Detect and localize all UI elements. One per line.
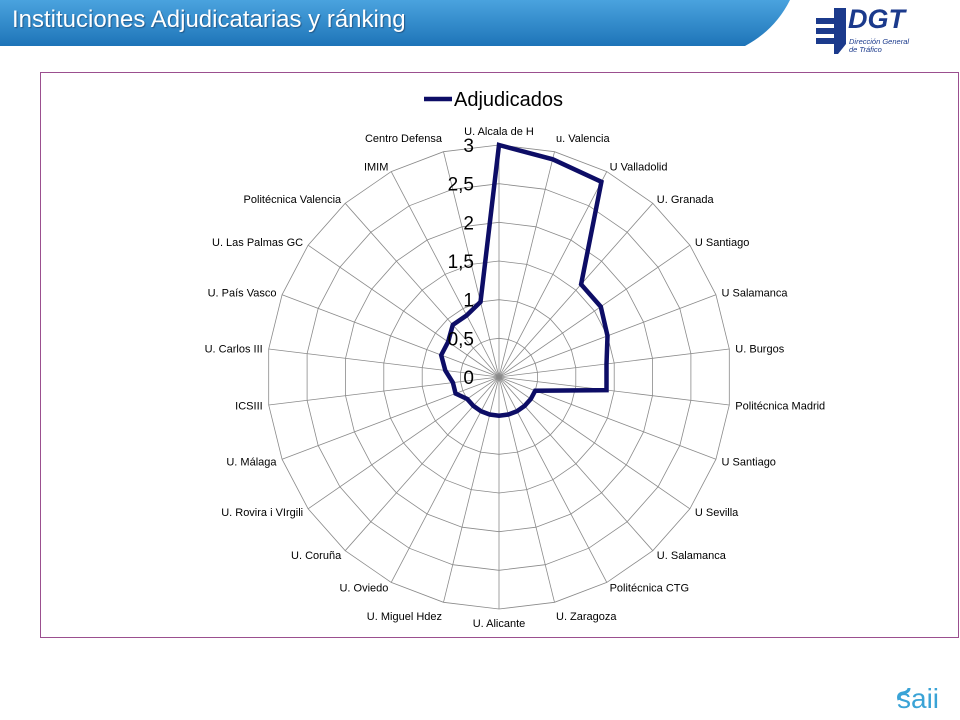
category-label: U. Granada	[657, 194, 715, 206]
title-band	[0, 0, 790, 46]
category-label: U. Carlos III	[205, 343, 263, 355]
category-label: ICSIII	[235, 401, 263, 413]
radial-tick-label: 2,5	[448, 175, 474, 196]
grid-spoke	[390, 376, 500, 583]
category-label: Politécnica Madrid	[735, 401, 825, 413]
category-label: U. Oviedo	[339, 583, 388, 595]
grid-spoke	[498, 376, 608, 583]
radial-tick-label: 1,5	[448, 252, 474, 273]
category-label: U Santiago	[722, 456, 776, 468]
grid-spoke	[498, 151, 555, 378]
category-label: u. Valencia	[556, 133, 610, 145]
grid-spoke	[281, 294, 500, 378]
dgt-subtitle-line: Dirección General	[849, 37, 910, 46]
chart-frame: U. Alcala de H u. Valencia U Valladolid U. …	[40, 72, 959, 638]
radial-tick-label: 1	[463, 291, 474, 312]
category-label: U. Alicante	[473, 618, 526, 630]
category-label: U. Coruña	[291, 550, 342, 562]
radar-chart: U. Alcala de H u. Valencia U Valladolid U. …	[205, 89, 826, 630]
grid-spoke	[344, 203, 500, 378]
category-label: U. Salamanca	[657, 550, 727, 562]
radial-tick-label: 3	[463, 136, 474, 157]
slide-title: Instituciones Adjudicatarias y ránking	[12, 6, 406, 33]
grid-spoke	[498, 376, 555, 603]
grid-spoke	[268, 376, 500, 406]
category-label: U Sevilla	[695, 507, 739, 519]
category-label: Centro Defensa	[365, 133, 443, 145]
dgt-logo-text: DGT	[848, 4, 905, 34]
grid-spoke	[268, 348, 500, 378]
legend-label: Adjudicados	[454, 89, 563, 111]
category-label: U. Las Palmas GC	[212, 237, 303, 249]
grid-spoke	[443, 376, 500, 603]
category-label: U. Alcala de H	[464, 126, 534, 138]
category-label: U Valladolid	[610, 161, 668, 173]
category-label: U. Málaga	[226, 456, 277, 468]
dgt-logo-subtitle: Dirección General de Tráfico	[849, 38, 909, 54]
grid-spoke	[498, 203, 654, 378]
category-label: IMIM	[364, 161, 388, 173]
dgt-logo-icon	[816, 8, 846, 54]
series-line-adjudicados	[438, 142, 610, 418]
saii-logo-icon: saii	[897, 683, 939, 712]
category-label: U Santiago	[695, 237, 749, 249]
grid-spoke	[498, 348, 730, 378]
title-bar: Instituciones Adjudicatarias y ránking	[0, 0, 960, 46]
grid-spoke	[390, 171, 500, 378]
category-label: U. Zaragoza	[556, 611, 617, 623]
category-label: U. Miguel Hdez	[367, 611, 442, 623]
grid-spoke	[498, 376, 730, 406]
radial-tick-label: 2	[463, 213, 474, 234]
grid-spoke	[307, 244, 500, 378]
category-label: Politécnica CTG	[610, 583, 689, 595]
grid-spoke	[281, 376, 500, 460]
dgt-subtitle-line: de Tráfico	[849, 45, 882, 54]
grid-spoke	[498, 376, 654, 551]
category-label: U. País Vasco	[208, 288, 277, 300]
radial-tick-label: 0	[463, 368, 474, 389]
radial-tick-label: 0,5	[448, 329, 474, 350]
category-label: U. Rovira i VIrgili	[221, 507, 303, 519]
category-label: U Salamanca	[722, 288, 789, 300]
grid-spoke	[443, 151, 500, 378]
grid-spoke	[344, 376, 500, 551]
saii-logo-text: saii	[897, 683, 939, 712]
category-label: U. Burgos	[735, 343, 784, 355]
grid-spoke	[498, 244, 691, 378]
grid-spoke	[498, 171, 608, 378]
category-label: Politécnica Valencia	[244, 194, 343, 206]
